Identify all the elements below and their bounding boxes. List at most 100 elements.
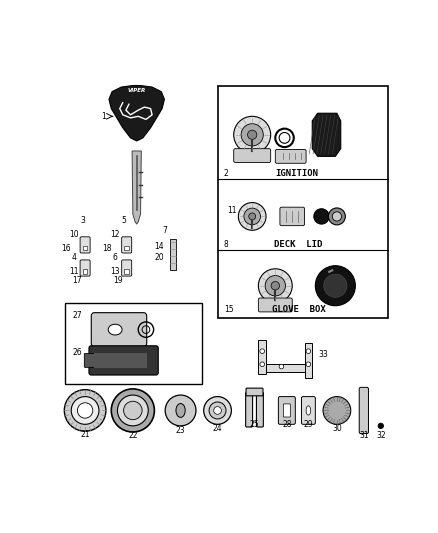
Text: 11: 11	[228, 206, 237, 215]
Text: 12: 12	[110, 230, 119, 239]
Ellipse shape	[108, 324, 122, 335]
Circle shape	[265, 276, 286, 296]
FancyBboxPatch shape	[359, 387, 368, 433]
FancyBboxPatch shape	[279, 397, 295, 424]
Text: 15: 15	[224, 305, 233, 314]
Text: 18: 18	[102, 244, 112, 253]
Circle shape	[117, 395, 148, 426]
Text: 32: 32	[376, 431, 385, 440]
Text: 33: 33	[318, 350, 328, 359]
Circle shape	[260, 349, 265, 353]
FancyBboxPatch shape	[258, 298, 292, 312]
Text: 27: 27	[73, 311, 82, 320]
Text: 20: 20	[155, 253, 164, 262]
Text: 8: 8	[224, 240, 229, 249]
Bar	[218, 85, 389, 318]
Text: 19: 19	[113, 277, 123, 285]
FancyBboxPatch shape	[80, 237, 90, 253]
Bar	[266, 364, 304, 372]
Text: 17: 17	[72, 277, 81, 285]
Circle shape	[244, 208, 261, 225]
Circle shape	[238, 203, 266, 230]
Text: 29: 29	[304, 421, 313, 430]
Text: 26: 26	[73, 348, 82, 357]
Circle shape	[78, 403, 93, 418]
Circle shape	[324, 274, 347, 297]
Circle shape	[332, 212, 342, 221]
Text: 16: 16	[61, 244, 71, 253]
FancyBboxPatch shape	[246, 388, 263, 396]
Circle shape	[204, 397, 231, 424]
Circle shape	[247, 130, 257, 140]
Circle shape	[328, 208, 346, 225]
Circle shape	[314, 209, 329, 224]
FancyBboxPatch shape	[301, 397, 315, 424]
Polygon shape	[109, 85, 164, 141]
Text: 30: 30	[332, 424, 342, 433]
Circle shape	[111, 389, 155, 432]
FancyBboxPatch shape	[122, 260, 132, 276]
Text: 7: 7	[162, 227, 167, 236]
Ellipse shape	[176, 403, 185, 417]
Bar	[304, 343, 312, 378]
FancyBboxPatch shape	[256, 392, 263, 427]
Circle shape	[271, 281, 279, 290]
Text: GLOVE  BOX: GLOVE BOX	[272, 305, 325, 314]
Text: 10: 10	[69, 230, 78, 239]
Text: 28: 28	[282, 421, 292, 430]
Circle shape	[64, 390, 106, 431]
Circle shape	[249, 213, 256, 220]
FancyBboxPatch shape	[80, 260, 90, 276]
FancyBboxPatch shape	[234, 149, 271, 163]
Circle shape	[315, 265, 355, 306]
Circle shape	[279, 133, 290, 143]
Text: 6: 6	[113, 253, 118, 262]
FancyBboxPatch shape	[276, 149, 306, 163]
Text: 22: 22	[128, 431, 138, 440]
Circle shape	[71, 397, 99, 424]
FancyBboxPatch shape	[83, 269, 88, 273]
FancyBboxPatch shape	[283, 404, 290, 417]
Circle shape	[258, 269, 292, 303]
Circle shape	[279, 364, 284, 369]
Circle shape	[209, 402, 226, 419]
Text: 25: 25	[250, 421, 259, 430]
Text: 24: 24	[213, 424, 223, 433]
Bar	[170, 239, 176, 270]
Polygon shape	[132, 151, 141, 224]
Text: 21: 21	[80, 431, 90, 439]
Bar	[258, 340, 266, 374]
Text: 3: 3	[81, 216, 85, 225]
Circle shape	[323, 397, 351, 424]
Circle shape	[260, 362, 265, 367]
Bar	[94, 353, 147, 368]
FancyBboxPatch shape	[122, 237, 132, 253]
Circle shape	[165, 395, 196, 426]
Circle shape	[276, 128, 294, 147]
Text: VIPER: VIPER	[127, 87, 146, 93]
Circle shape	[306, 362, 311, 367]
FancyBboxPatch shape	[89, 346, 158, 375]
Text: 5: 5	[121, 216, 126, 225]
Text: 1: 1	[101, 112, 106, 121]
FancyBboxPatch shape	[83, 246, 88, 251]
Text: 11: 11	[69, 267, 78, 276]
Circle shape	[306, 349, 311, 353]
Ellipse shape	[306, 406, 311, 415]
Text: 13: 13	[110, 267, 120, 276]
Text: 2: 2	[224, 169, 229, 179]
FancyBboxPatch shape	[85, 353, 95, 367]
Text: DECK  LID: DECK LID	[274, 240, 322, 249]
Text: 23: 23	[176, 426, 185, 435]
Bar	[65, 303, 202, 384]
FancyBboxPatch shape	[280, 207, 304, 225]
Circle shape	[241, 124, 263, 146]
Circle shape	[378, 423, 384, 429]
Circle shape	[234, 116, 271, 154]
Text: 31: 31	[359, 431, 369, 440]
FancyBboxPatch shape	[124, 269, 129, 273]
Circle shape	[214, 407, 221, 414]
FancyBboxPatch shape	[91, 313, 147, 346]
Text: IGNITION: IGNITION	[276, 169, 318, 179]
Polygon shape	[312, 113, 341, 156]
